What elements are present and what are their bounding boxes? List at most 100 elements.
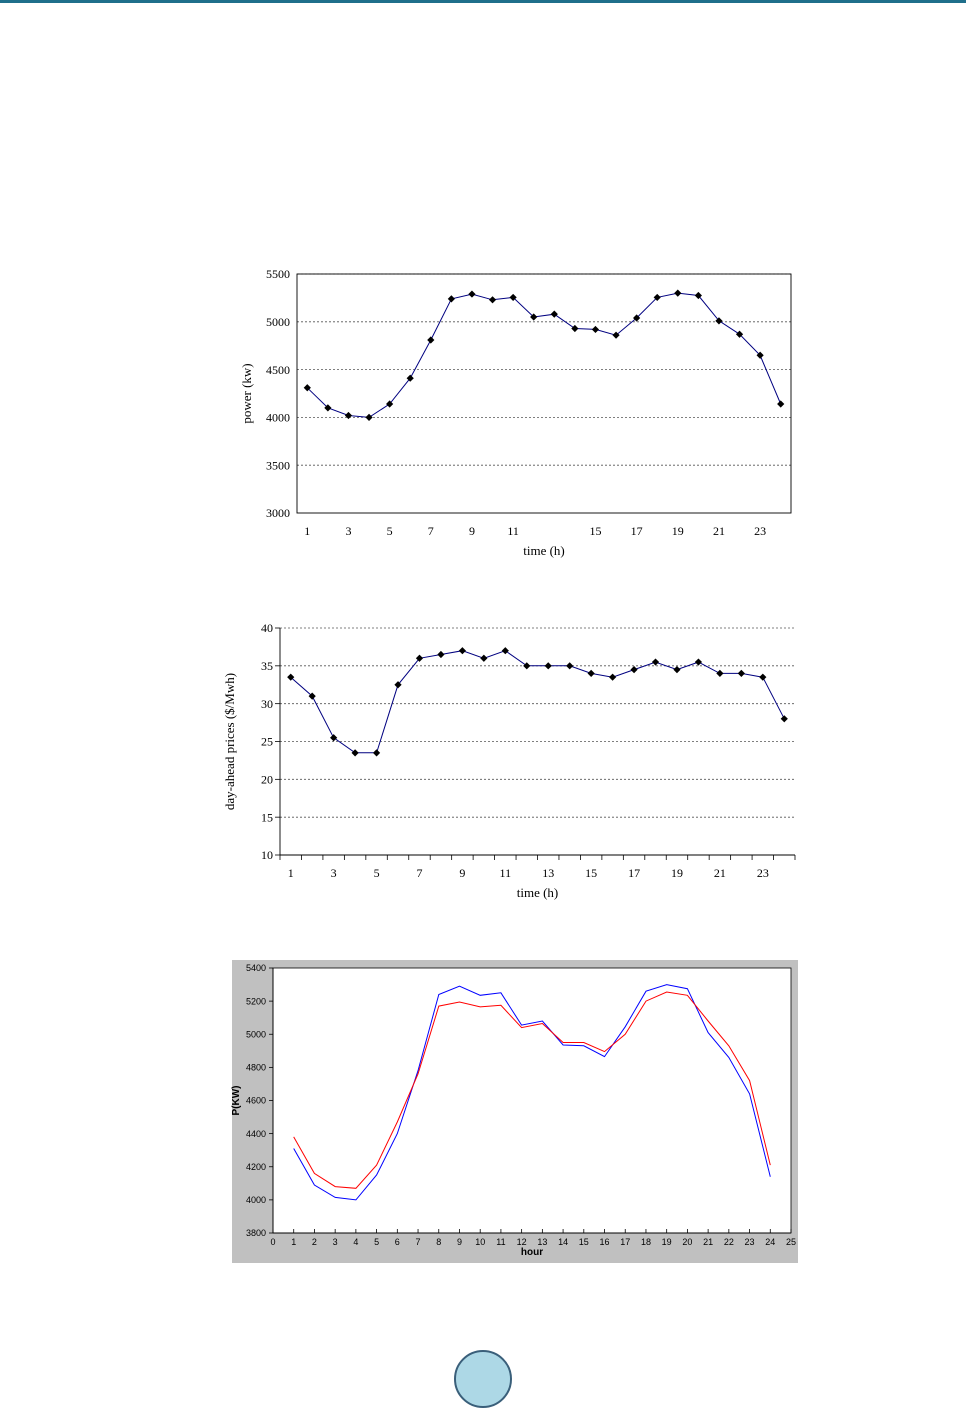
data-point (386, 400, 394, 408)
y-axis-label: power (kw) (239, 363, 254, 423)
x-tick-label: 11 (500, 866, 512, 880)
data-point (480, 654, 488, 662)
x-tick-label: 7 (416, 1237, 421, 1247)
x-tick-label: 5 (387, 524, 393, 538)
data-point (756, 351, 764, 359)
x-tick-label: 23 (754, 524, 766, 538)
y-tick-label: 4200 (246, 1162, 266, 1172)
data-point (630, 666, 638, 674)
x-tick-label: 2 (312, 1237, 317, 1247)
x-tick-label: 21 (713, 524, 725, 538)
data-point (544, 662, 552, 670)
x-tick-label: 20 (682, 1237, 692, 1247)
y-tick-label: 5400 (246, 963, 266, 973)
y-tick-label: 3000 (266, 506, 290, 520)
x-tick-label: 23 (757, 866, 769, 880)
x-tick-label: 19 (672, 524, 684, 538)
data-point (587, 669, 595, 677)
data-point (737, 669, 745, 677)
y-tick-label: 3500 (266, 458, 290, 472)
x-tick-label: 25 (786, 1237, 796, 1247)
x-tick-label: 11 (496, 1237, 505, 1247)
x-tick-label: 19 (662, 1237, 672, 1247)
x-tick-label: 24 (765, 1237, 775, 1247)
series-line (293, 984, 771, 1201)
y-tick-label: 4000 (266, 411, 290, 425)
x-tick-label: 4 (353, 1237, 358, 1247)
x-tick-label: 17 (620, 1237, 630, 1247)
x-axis-label: hour (521, 1247, 543, 1258)
page-number-circle-icon (454, 1350, 512, 1408)
x-tick-label: 22 (724, 1237, 734, 1247)
data-point (674, 289, 682, 297)
x-tick-label: 11 (507, 524, 519, 538)
x-tick-label: 1 (304, 524, 310, 538)
data-point (372, 749, 381, 757)
y-tick-label: 15 (261, 810, 273, 824)
x-axis-label: time (h) (523, 543, 565, 558)
y-axis-label: day-ahead prices ($/Mwh) (222, 673, 237, 810)
x-tick-label: 16 (600, 1237, 610, 1247)
x-tick-label: 21 (714, 866, 726, 880)
x-tick-label: 8 (436, 1237, 441, 1247)
y-tick-label: 35 (261, 659, 273, 673)
x-tick-label: 3 (333, 1237, 338, 1247)
data-point (777, 400, 785, 408)
y-tick-label: 5000 (266, 315, 290, 329)
data-point (394, 681, 402, 689)
y-tick-label: 3800 (246, 1228, 266, 1238)
data-point (653, 293, 661, 302)
data-point (447, 295, 455, 303)
data-point (365, 413, 373, 421)
x-tick-label: 0 (270, 1237, 275, 1247)
x-tick-label: 15 (585, 866, 597, 880)
data-point (344, 411, 353, 420)
data-point (488, 296, 497, 304)
x-tick-label: 9 (457, 1237, 462, 1247)
data-point (780, 715, 788, 723)
y-tick-label: 4500 (266, 363, 290, 377)
data-point (673, 666, 681, 674)
y-tick-label: 5500 (266, 267, 290, 281)
x-tick-label: 5 (374, 866, 380, 880)
x-tick-label: 14 (558, 1237, 568, 1247)
x-tick-label: 3 (331, 866, 337, 880)
y-tick-label: 40 (261, 621, 273, 635)
data-point (458, 647, 466, 655)
y-tick-label: 30 (261, 697, 273, 711)
data-point (501, 647, 509, 655)
x-tick-label: 6 (395, 1237, 400, 1247)
x-tick-label: 13 (542, 866, 554, 880)
x-tick-label: 23 (745, 1237, 755, 1247)
y-tick-label: 5200 (246, 996, 266, 1006)
data-point (415, 654, 424, 662)
x-tick-label: 15 (589, 524, 601, 538)
data-point (651, 658, 660, 666)
x-tick-label: 3 (345, 524, 351, 538)
x-tick-label: 5 (374, 1237, 379, 1247)
x-tick-label: 7 (416, 866, 422, 880)
x-tick-label: 18 (641, 1237, 651, 1247)
y-tick-label: 4400 (246, 1129, 266, 1139)
page-top-rule (0, 0, 966, 3)
x-tick-label: 9 (469, 524, 475, 538)
data-point (694, 658, 703, 666)
x-tick-label: 17 (631, 524, 643, 538)
data-point (523, 662, 531, 670)
x-tick-label: 10 (475, 1237, 485, 1247)
data-point (509, 293, 517, 302)
data-point (715, 317, 723, 325)
data-point (716, 669, 724, 677)
x-axis-label: time (h) (517, 885, 559, 900)
x-tick-label: 19 (671, 866, 683, 880)
data-point (437, 650, 445, 659)
x-tick-label: 1 (288, 866, 294, 880)
x-tick-label: 15 (579, 1237, 589, 1247)
data-point (759, 673, 767, 681)
y-tick-label: 25 (261, 735, 273, 749)
x-tick-label: 7 (428, 524, 434, 538)
data-point (571, 324, 579, 333)
x-tick-label: 9 (459, 866, 465, 880)
